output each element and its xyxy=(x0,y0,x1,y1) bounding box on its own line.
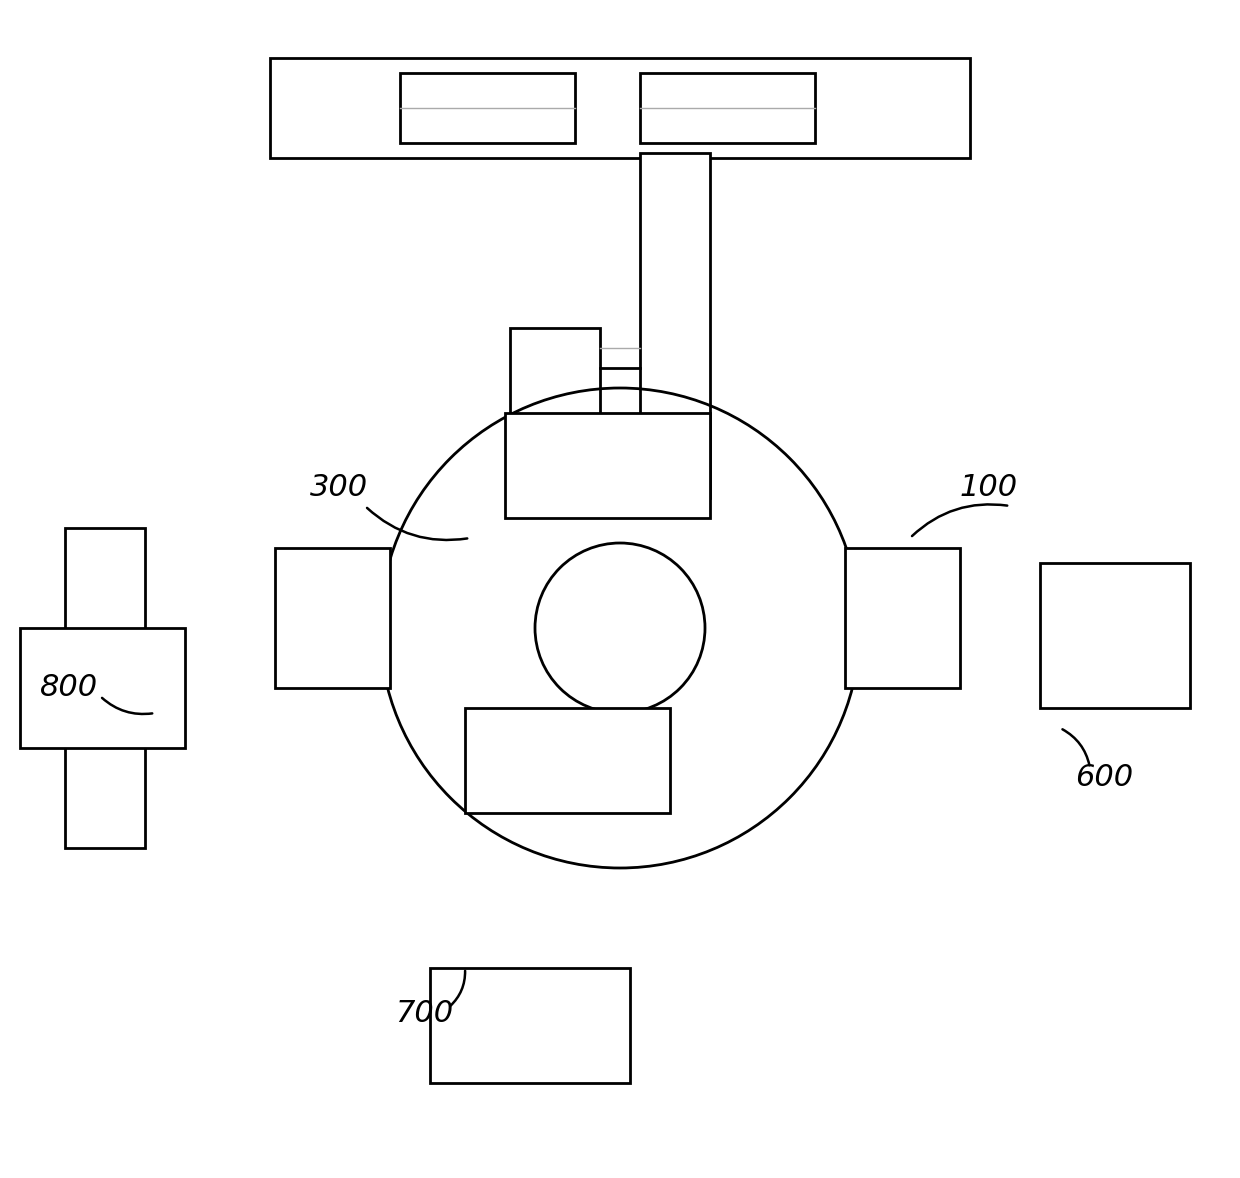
Bar xyxy=(401,73,575,143)
Text: 100: 100 xyxy=(960,474,1018,503)
Bar xyxy=(430,968,630,1083)
Bar xyxy=(270,58,970,158)
Bar xyxy=(1040,563,1190,708)
Bar xyxy=(640,73,815,143)
Text: 700: 700 xyxy=(396,999,453,1027)
Bar xyxy=(64,528,145,848)
Text: 600: 600 xyxy=(1075,763,1133,793)
Bar xyxy=(20,628,185,748)
Bar xyxy=(640,153,711,498)
Bar xyxy=(465,708,670,813)
Text: 800: 800 xyxy=(40,674,98,702)
Bar xyxy=(505,413,711,518)
Bar xyxy=(275,548,391,688)
Bar xyxy=(844,548,960,688)
Text: 300: 300 xyxy=(310,474,368,503)
Bar xyxy=(510,327,600,418)
